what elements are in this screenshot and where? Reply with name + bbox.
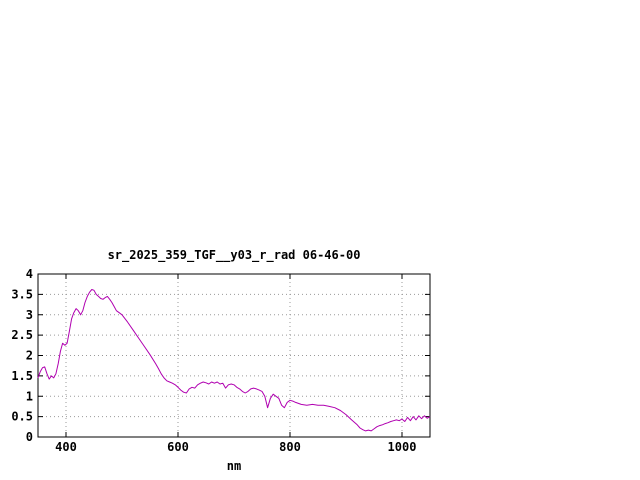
y-tick-label: 2.5 [11, 328, 33, 342]
spectrum-line [37, 289, 431, 432]
y-tick-label: 1.5 [11, 369, 33, 383]
x-tick-label: 600 [167, 440, 189, 454]
x-axis-label: nm [226, 459, 242, 473]
y-tick-label: 2 [26, 349, 33, 363]
y-tick-label: 3.5 [11, 287, 33, 301]
y-tick-label: 0 [26, 430, 33, 444]
x-tick-label: 400 [55, 440, 77, 454]
y-tick-label: 1 [26, 389, 33, 403]
y-tick-label: 0.5 [11, 410, 33, 424]
chart-title: sr_2025_359_TGF__y03_r_rad 06-46-00 [107, 248, 361, 262]
x-tick-label: 1000 [388, 440, 417, 454]
x-tick-label: 800 [279, 440, 301, 454]
y-tick-label: 4 [26, 267, 33, 281]
y-tick-label: 3 [26, 308, 33, 322]
